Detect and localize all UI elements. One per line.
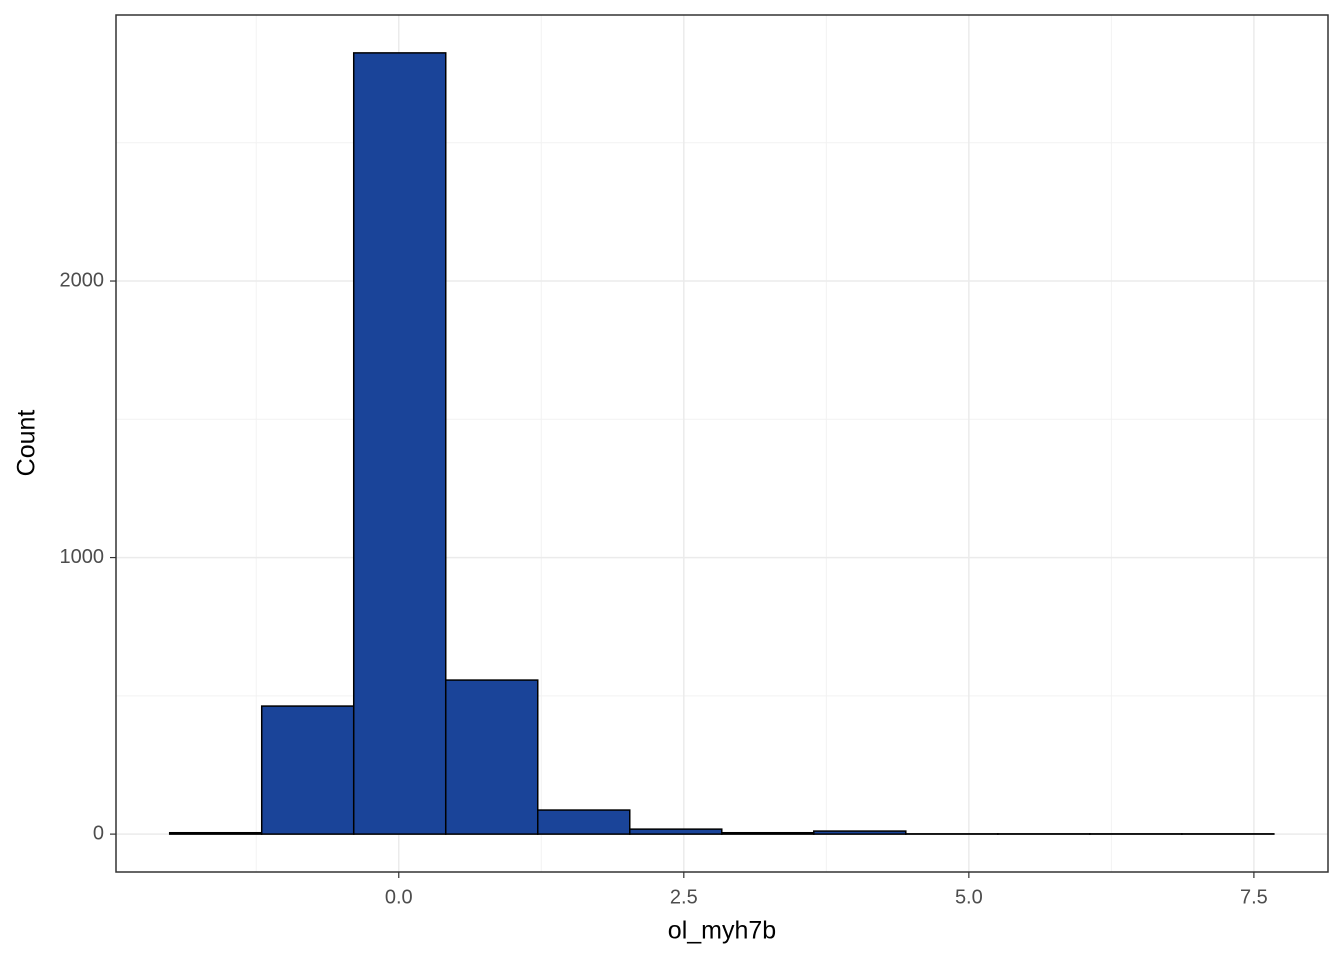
y-axis-title: Count xyxy=(13,410,41,477)
bar xyxy=(536,809,631,835)
bar xyxy=(721,831,815,835)
x-axis-title: ol_myh7b xyxy=(668,917,776,945)
x-tick-label: 7.5 xyxy=(1240,886,1268,908)
x-tick-label: 2.5 xyxy=(670,886,698,908)
bar xyxy=(444,679,539,835)
y-tick-label: 1000 xyxy=(60,546,105,568)
x-tick-label: 0.0 xyxy=(385,886,413,908)
panel-border xyxy=(115,14,1329,873)
x-tick-label: 5.0 xyxy=(955,886,983,908)
bar xyxy=(168,831,263,835)
y-tick-label: 2000 xyxy=(60,269,105,291)
bar xyxy=(352,52,447,835)
bar xyxy=(813,830,907,835)
y-tick-label: 0 xyxy=(93,822,104,844)
bar xyxy=(629,828,723,835)
bar xyxy=(260,705,355,835)
